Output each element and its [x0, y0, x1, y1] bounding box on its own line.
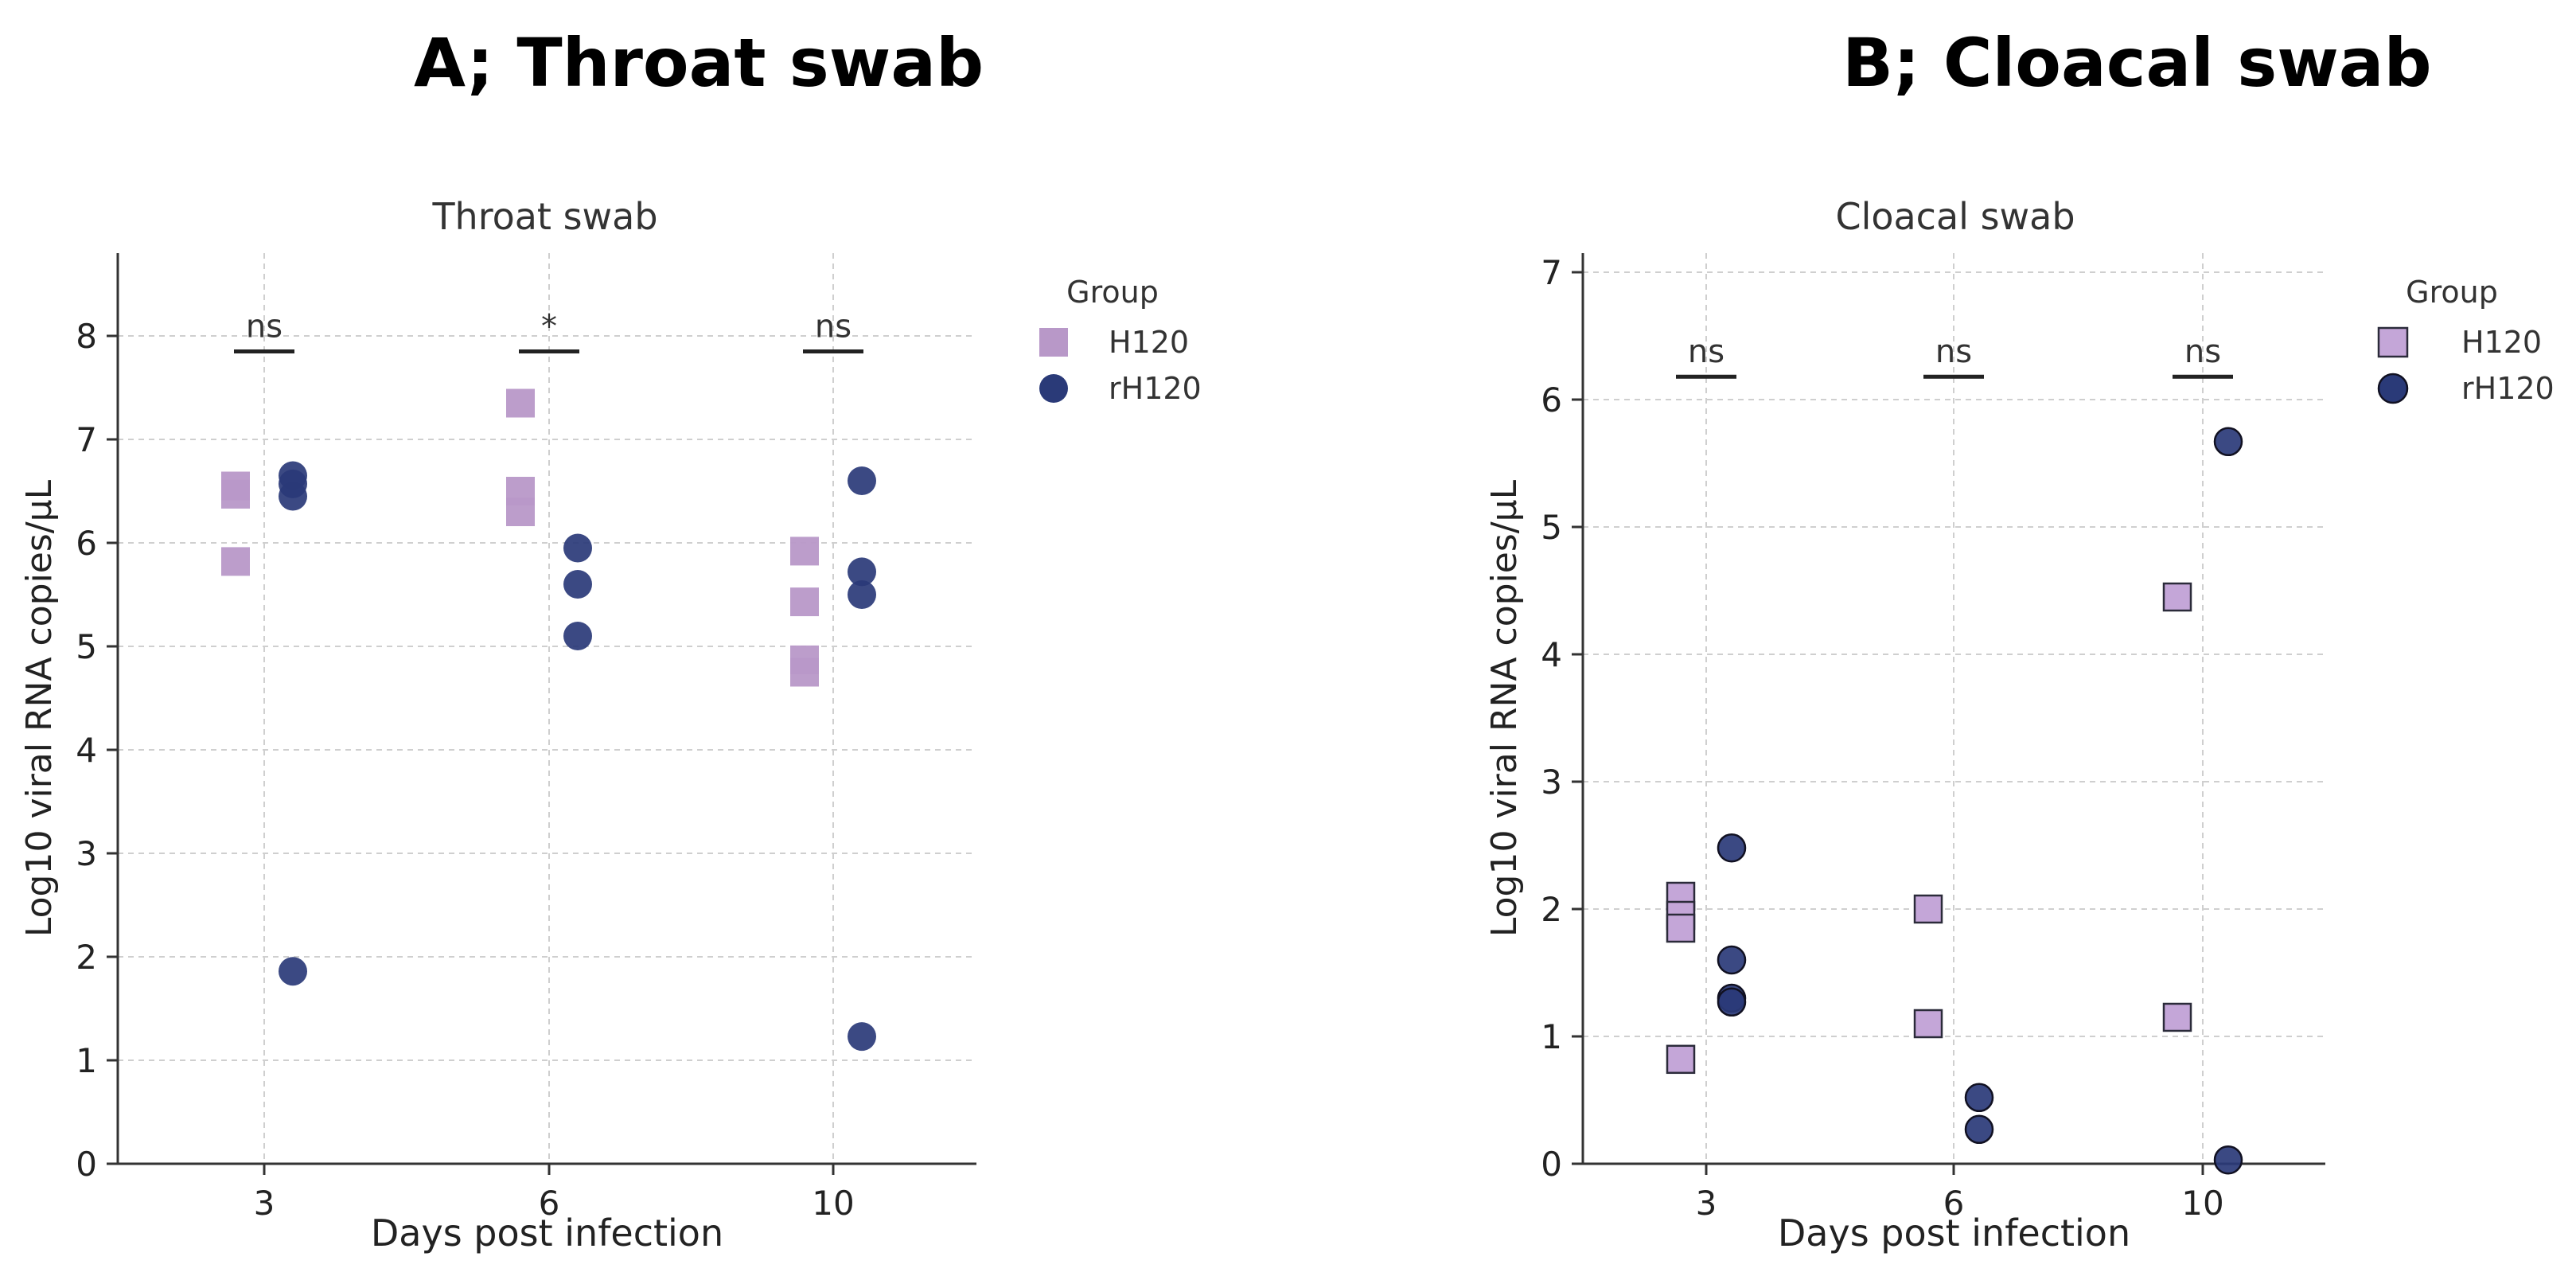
data-point-h120	[221, 479, 250, 509]
data-point-h120	[2162, 582, 2192, 612]
data-point-rh120	[848, 580, 876, 609]
y-tick-label: 3	[76, 834, 97, 873]
y-tick-label: 6	[1541, 380, 1562, 419]
x-tick-label: 3	[254, 1184, 275, 1223]
data-point-rh120	[848, 557, 876, 587]
y-tick-label: 1	[76, 1041, 97, 1080]
significance-label: ns	[1688, 334, 1724, 370]
legend-title: Group	[2406, 275, 2498, 310]
legend-title: Group	[1066, 275, 1159, 310]
legend-marker-rh120	[2377, 373, 2409, 404]
x-tick-label: 10	[812, 1184, 854, 1223]
data-point-h120	[790, 658, 819, 687]
y-tick-label: 0	[1541, 1145, 1562, 1184]
data-point-rh120	[848, 1022, 876, 1052]
chart-title: Throat swab	[431, 195, 657, 238]
significance-label: ns	[1935, 334, 1972, 370]
significance-label: ns	[2184, 334, 2221, 370]
y-axis-label: Log10 viral RNA copies/µL	[1484, 479, 1525, 937]
legend-label: H120	[1109, 325, 1189, 360]
data-point-rh120	[848, 466, 876, 495]
data-point-rh120	[563, 570, 592, 599]
data-point-h120	[2162, 1002, 2192, 1032]
legend-marker-h120	[2377, 326, 2409, 358]
x-tick-label: 6	[1943, 1184, 1965, 1223]
y-tick-label: 4	[1541, 635, 1562, 674]
x-axis-label: Days post infection	[371, 1212, 723, 1255]
y-tick-label: 2	[1541, 890, 1562, 929]
data-point-rh120	[2213, 427, 2243, 457]
data-point-rh120	[1717, 987, 1747, 1017]
y-tick-label: 3	[1541, 763, 1562, 802]
panel-b-title: B; Cloacal swab	[1842, 24, 2432, 102]
data-point-h120	[1666, 913, 1696, 943]
significance-label: ns	[815, 309, 852, 345]
data-point-h120	[1913, 1009, 1943, 1039]
data-point-h120	[506, 498, 535, 526]
data-point-rh120	[1717, 945, 1747, 975]
x-axis-label: Days post infection	[1778, 1212, 2130, 1255]
y-tick-label: 8	[76, 317, 97, 356]
legend-marker-rh120	[1039, 374, 1068, 403]
data-point-h120	[790, 587, 819, 617]
data-point-h120	[1666, 1044, 1696, 1075]
data-point-h120	[221, 547, 250, 576]
y-tick-label: 0	[76, 1145, 97, 1184]
data-point-rh120	[2213, 1145, 2243, 1175]
data-point-h120	[506, 388, 535, 418]
y-tick-label: 5	[76, 627, 97, 666]
x-tick-label: 10	[2181, 1184, 2223, 1223]
data-point-h120	[790, 537, 819, 566]
y-tick-label: 6	[76, 524, 97, 563]
y-tick-label: 7	[76, 420, 97, 459]
legend-label: rH120	[1109, 371, 1202, 406]
legend-marker-h120	[1039, 328, 1068, 357]
y-tick-label: 1	[1541, 1017, 1562, 1056]
data-point-rh120	[279, 482, 307, 511]
chart-throat: 0 1 2 3 4 5 6 7 8 3 6 10 Throat swab Days post infect…	[19, 195, 1202, 1255]
y-tick-label: 7	[1541, 253, 1562, 292]
data-point-rh120	[1964, 1114, 1994, 1145]
legend-label: H120	[2461, 325, 2542, 360]
significance-label: ns	[246, 309, 283, 345]
chart-title: Cloacal swab	[1835, 195, 2075, 238]
y-tick-label: 5	[1541, 508, 1562, 547]
x-tick-label: 3	[1696, 1184, 1717, 1223]
panel-a-title: A; Throat swab	[414, 24, 984, 102]
x-tick-label: 6	[539, 1184, 560, 1223]
data-point-rh120	[1717, 833, 1747, 863]
data-point-rh120	[563, 622, 592, 650]
data-point-h120	[1913, 894, 1943, 924]
significance-label: *	[541, 309, 557, 345]
legend-label: rH120	[2461, 371, 2555, 406]
data-point-rh120	[1964, 1083, 1994, 1113]
data-point-rh120	[279, 957, 307, 986]
data-point-rh120	[563, 533, 592, 563]
y-axis-label: Log10 viral RNA copies/µL	[19, 479, 60, 937]
y-tick-label: 4	[76, 731, 97, 770]
chart-cloacal: 0 1 2 3 4 5 6 7 3 6 10 Cloacal swab Days post infect…	[1484, 195, 2555, 1255]
y-tick-label: 2	[76, 938, 97, 977]
